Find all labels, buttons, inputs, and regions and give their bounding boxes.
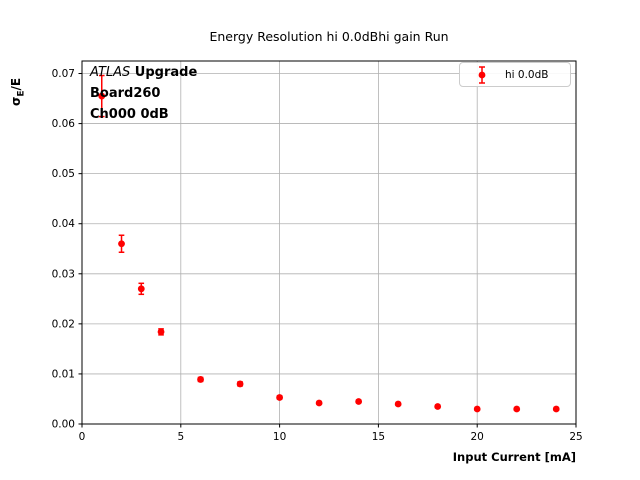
- data-point: [394, 400, 402, 408]
- data-point: [157, 328, 165, 336]
- y-tick-label: 0.05: [52, 168, 75, 180]
- data-point: [473, 405, 481, 413]
- annotation-line-3: Ch000 0dB: [90, 107, 169, 122]
- chart-title: Energy Resolution hi 0.0dBhi gain Run: [209, 29, 449, 44]
- y-tick-label: 0.07: [52, 68, 75, 80]
- y-tick-label: 0.00: [52, 419, 75, 431]
- x-tick-label: 10: [273, 431, 286, 443]
- ylabel-rest: /E: [9, 77, 23, 91]
- ylabel-sigma: σ: [9, 96, 23, 106]
- data-point: [137, 285, 145, 293]
- annotation-line-1: ATLAS Upgrade: [90, 62, 197, 83]
- x-tick-label: 5: [177, 431, 184, 443]
- data-point: [552, 405, 560, 413]
- x-tick-label: 25: [569, 431, 582, 443]
- x-tick-label: 20: [471, 431, 484, 443]
- data-point: [434, 403, 442, 410]
- data-point: [355, 398, 363, 405]
- y-tick-label: 0.06: [52, 118, 76, 130]
- data-point: [236, 380, 244, 388]
- data-point: [98, 92, 106, 100]
- data-point: [513, 405, 521, 413]
- data-point: [315, 399, 323, 407]
- y-tick-label: 0.04: [52, 218, 76, 230]
- y-axis-label: σE/E: [9, 78, 26, 106]
- annotation-atlas: ATLAS: [90, 65, 131, 80]
- data-point: [276, 394, 283, 401]
- x-axis-label: Input Current [mA]: [452, 450, 576, 464]
- annotation-text: ATLAS Upgrade Board260 Ch000 0dB: [90, 62, 197, 125]
- y-tick-label: 0.03: [52, 268, 75, 280]
- x-tick-label: 0: [79, 431, 86, 443]
- annotation-line-2: Board260: [90, 86, 161, 101]
- y-tick-label: 0.01: [52, 368, 75, 380]
- annotation-upgrade: Upgrade: [130, 65, 198, 80]
- x-tick-label: 15: [372, 431, 385, 443]
- legend-errorbar-icon: [478, 65, 486, 84]
- legend: hi 0.0dB: [459, 62, 571, 87]
- legend-label: hi 0.0dB: [505, 68, 549, 81]
- data-point: [118, 240, 125, 248]
- ylabel-subscript: E: [16, 90, 27, 97]
- data-point: [197, 376, 204, 383]
- axes-spines: [81, 60, 577, 425]
- y-tick-label: 0.02: [52, 318, 75, 330]
